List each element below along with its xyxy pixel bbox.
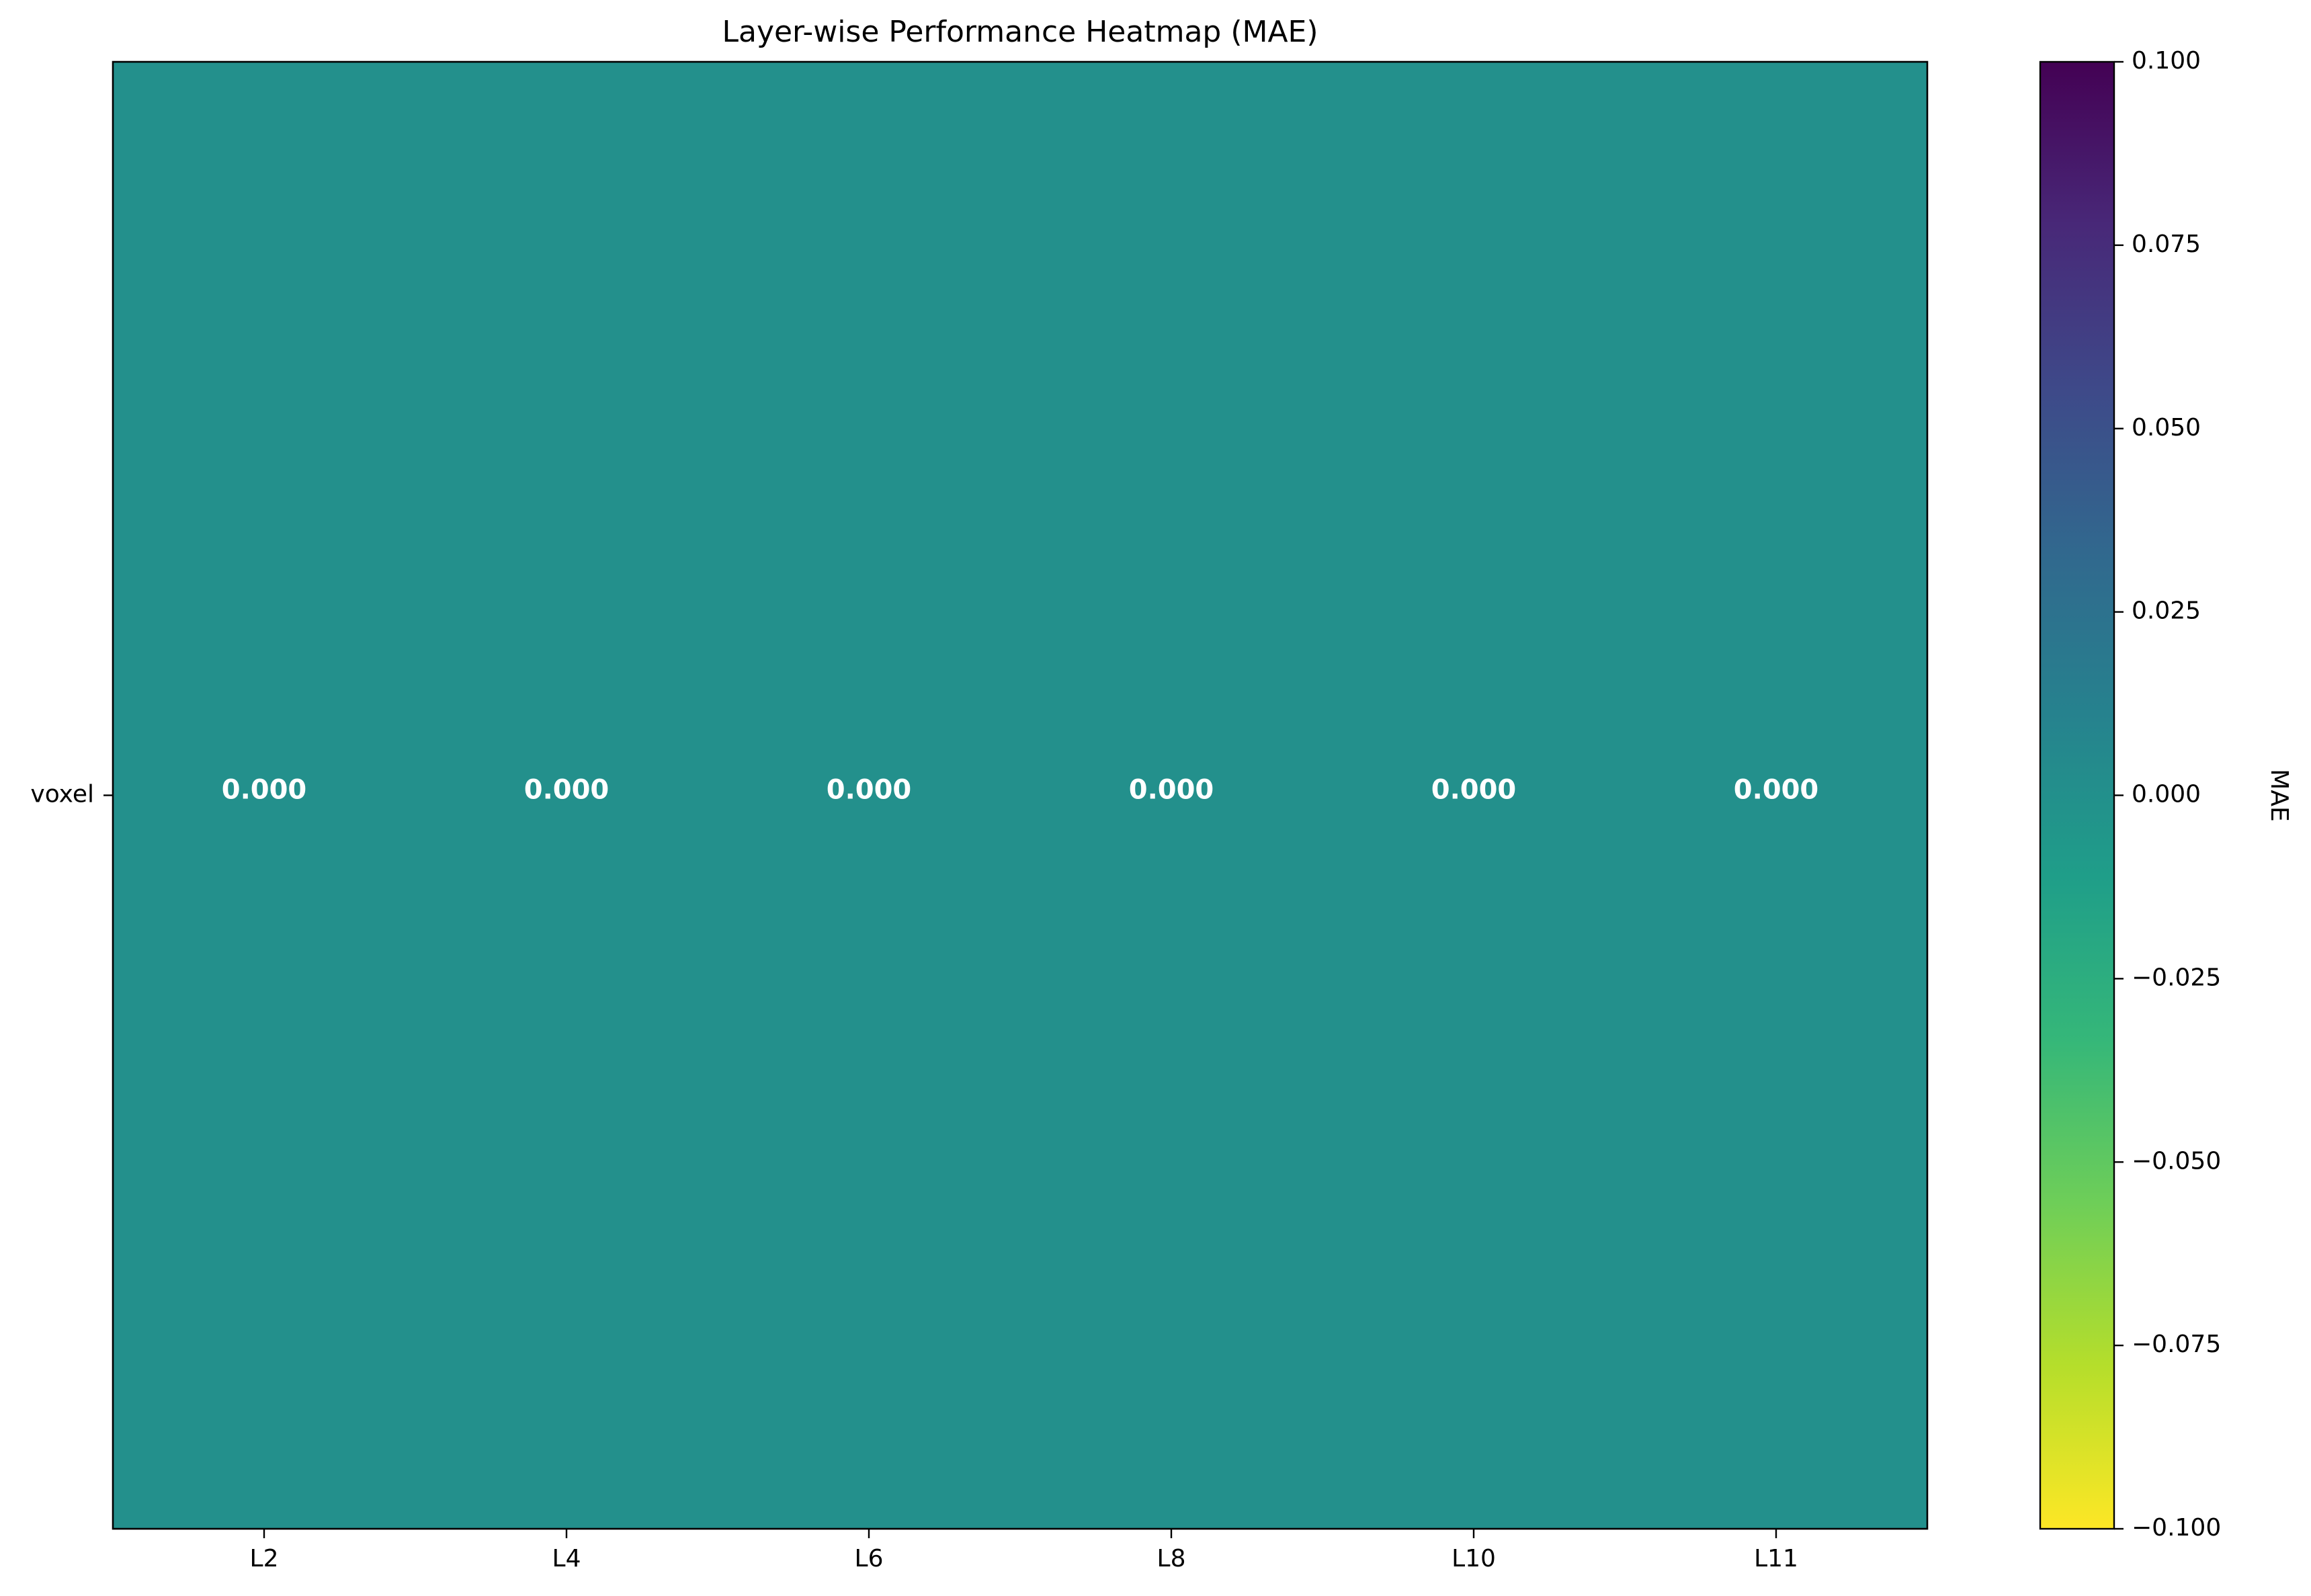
y-tick-label: voxel: [30, 781, 94, 808]
cell-value-label: 0.000: [1431, 775, 1517, 806]
x-tick-label: L4: [552, 1545, 581, 1572]
cell-value-label: 0.000: [1734, 775, 1819, 806]
x-tick-label: L11: [1754, 1545, 1798, 1572]
colorbar-tick-label: −0.075: [2132, 1331, 2221, 1358]
heatmap-cell: [718, 62, 1021, 1529]
colorbar-tick-label: −0.100: [2132, 1514, 2221, 1542]
heatmap-cell: [1020, 62, 1323, 1529]
colorbar-tick-label: −0.025: [2132, 964, 2221, 991]
cell-value-label: 0.000: [1129, 775, 1214, 806]
colorbar-tick-label: −0.050: [2132, 1147, 2221, 1175]
colorbar-tick-label: 0.050: [2132, 414, 2201, 442]
x-tick-label: L2: [250, 1545, 279, 1572]
heatmap-cell: [415, 62, 718, 1529]
colorbar-tick-label: 0.075: [2132, 230, 2201, 258]
heatmap-cell: [113, 62, 416, 1529]
chart-title: Layer-wise Performance Heatmap (MAE): [722, 15, 1318, 49]
colorbar-tick-label: 0.000: [2132, 781, 2201, 808]
heatmap-cell: [1322, 62, 1626, 1529]
colorbar-tick-label: 0.025: [2132, 597, 2201, 625]
x-tick-label: L10: [1452, 1545, 1496, 1572]
x-tick-label: L8: [1157, 1545, 1186, 1572]
colorbar-label: MAE: [2265, 769, 2293, 821]
colorbar: −0.100 −0.075 −0.050 −0.025 0.000 0.025 0.050 0…: [2039, 47, 2293, 1542]
x-tick-label: L6: [855, 1545, 884, 1572]
cell-value-label: 0.000: [222, 775, 307, 806]
cell-value-label: 0.000: [524, 775, 610, 806]
heatmap-cell: [1625, 62, 1928, 1529]
heatmap-layer: 0.000 0.000 0.000 0.000 0.000 0.000 L2 L4 L6 L8 L1…: [30, 60, 1929, 1572]
colorbar-gradient: [2039, 60, 2115, 1530]
colorbar-tick-label: 0.100: [2132, 47, 2201, 75]
cell-value-label: 0.000: [827, 775, 912, 806]
